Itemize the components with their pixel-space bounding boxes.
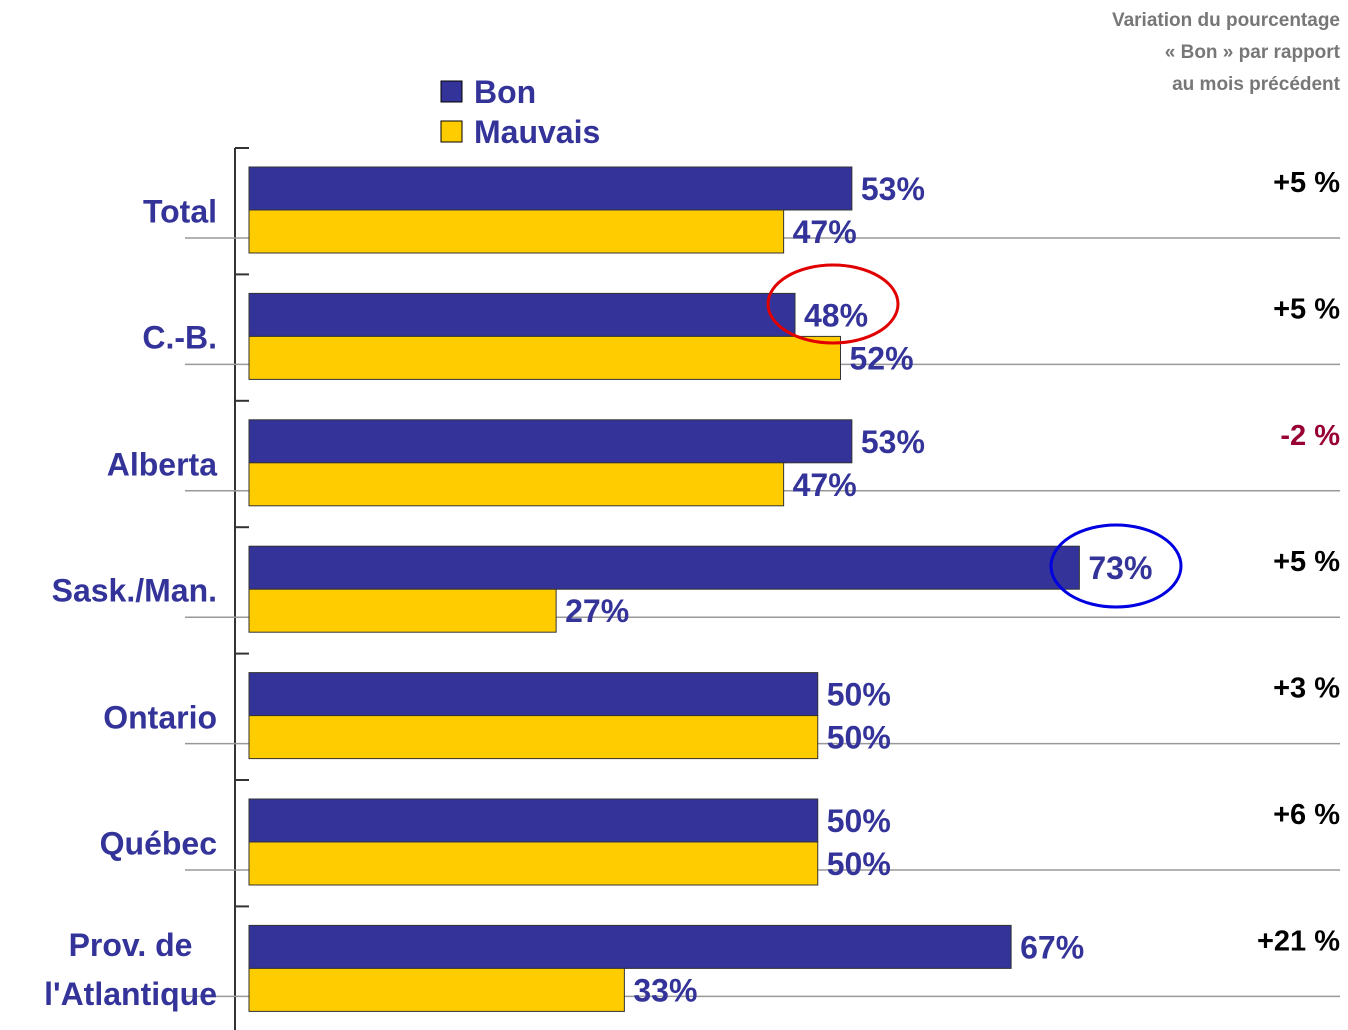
legend-swatch bbox=[440, 120, 463, 143]
legend-swatch bbox=[440, 80, 463, 103]
category-label: Ontario bbox=[103, 699, 217, 736]
value-label: 73% bbox=[1088, 550, 1152, 586]
value-label: 47% bbox=[793, 214, 857, 250]
bar bbox=[248, 841, 819, 886]
bar bbox=[248, 798, 819, 843]
change-label: -2 % bbox=[1280, 420, 1340, 452]
bar bbox=[248, 166, 853, 211]
bar bbox=[248, 715, 819, 760]
value-label: 50% bbox=[827, 720, 891, 756]
legend-label: Bon bbox=[474, 74, 536, 110]
bar bbox=[248, 924, 1012, 969]
bar bbox=[248, 967, 625, 1012]
value-label: 53% bbox=[861, 171, 925, 207]
value-label: 50% bbox=[827, 677, 891, 713]
category-label: C.-B. bbox=[142, 319, 217, 356]
change-title: « Bon » par rapport bbox=[1165, 42, 1341, 63]
value-label: 48% bbox=[804, 297, 868, 333]
change-label: +5 % bbox=[1273, 167, 1340, 199]
bar bbox=[248, 209, 785, 254]
value-label: 27% bbox=[565, 593, 629, 629]
category-label: Total bbox=[142, 193, 217, 230]
value-label: 47% bbox=[793, 467, 857, 503]
bar bbox=[248, 335, 841, 380]
change-label: +6 % bbox=[1273, 799, 1340, 831]
category-label: Sask./Man. bbox=[51, 572, 217, 609]
highlight-circle bbox=[766, 263, 900, 345]
value-label: 50% bbox=[827, 803, 891, 839]
bar bbox=[248, 462, 785, 507]
change-label: +5 % bbox=[1273, 546, 1340, 578]
category-label: Prov. de l'Atlantique bbox=[44, 927, 217, 1013]
category-label: Alberta bbox=[106, 446, 217, 483]
value-label: 50% bbox=[827, 846, 891, 882]
bar bbox=[248, 292, 796, 337]
change-label: +5 % bbox=[1273, 293, 1340, 325]
value-label: 67% bbox=[1020, 929, 1084, 965]
change-title: Variation du pourcentage bbox=[1112, 10, 1340, 31]
change-label: +21 % bbox=[1257, 925, 1340, 957]
bar bbox=[248, 672, 819, 717]
change-label: +3 % bbox=[1273, 673, 1340, 705]
bar bbox=[248, 588, 557, 633]
bar bbox=[248, 419, 853, 464]
highlight-circle bbox=[1049, 523, 1183, 609]
value-label: 33% bbox=[633, 972, 697, 1008]
change-title: au mois précédent bbox=[1172, 74, 1341, 95]
bar bbox=[248, 545, 1080, 590]
value-label: 52% bbox=[850, 340, 914, 376]
legend-label: Mauvais bbox=[474, 114, 600, 150]
value-label: 53% bbox=[861, 424, 925, 460]
category-label: Québec bbox=[99, 825, 217, 862]
